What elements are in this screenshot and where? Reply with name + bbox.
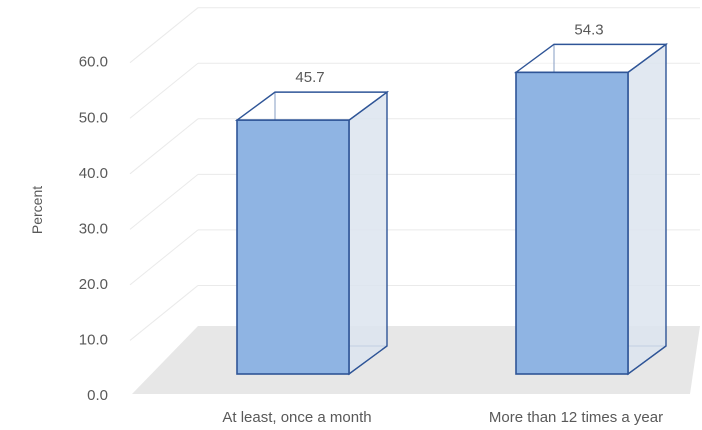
y-tick-label: 30.0 (79, 220, 108, 237)
bar-bottom-edge (627, 345, 667, 375)
gridline-depth (129, 285, 199, 341)
x-category-label: More than 12 times a year (489, 409, 663, 426)
y-tick-label: 40.0 (79, 165, 108, 182)
data-label: 45.7 (295, 69, 324, 86)
bar-front-face (236, 119, 350, 375)
y-axis-title: Percent (29, 186, 45, 234)
bar-side-face (348, 90, 388, 376)
y-tick-label: 50.0 (79, 109, 108, 126)
data-label: 54.3 (574, 21, 603, 38)
bar-bottom-edge (348, 345, 388, 375)
bar (234, 90, 390, 376)
gridline-depth (129, 229, 199, 286)
gridline-depth (129, 7, 199, 64)
y-tick-label: 0.0 (87, 387, 108, 404)
bar (513, 42, 669, 376)
gridline-depth (129, 173, 199, 230)
y-tick-label: 10.0 (79, 331, 108, 348)
gridline-depth (129, 62, 199, 119)
x-category-label: At least, once a month (222, 409, 371, 426)
y-tick-label: 60.0 (79, 54, 108, 71)
bar-side-face (627, 42, 667, 376)
gridline-depth (129, 118, 199, 175)
y-tick-label: 20.0 (79, 276, 108, 293)
bar-front-face (515, 71, 629, 375)
